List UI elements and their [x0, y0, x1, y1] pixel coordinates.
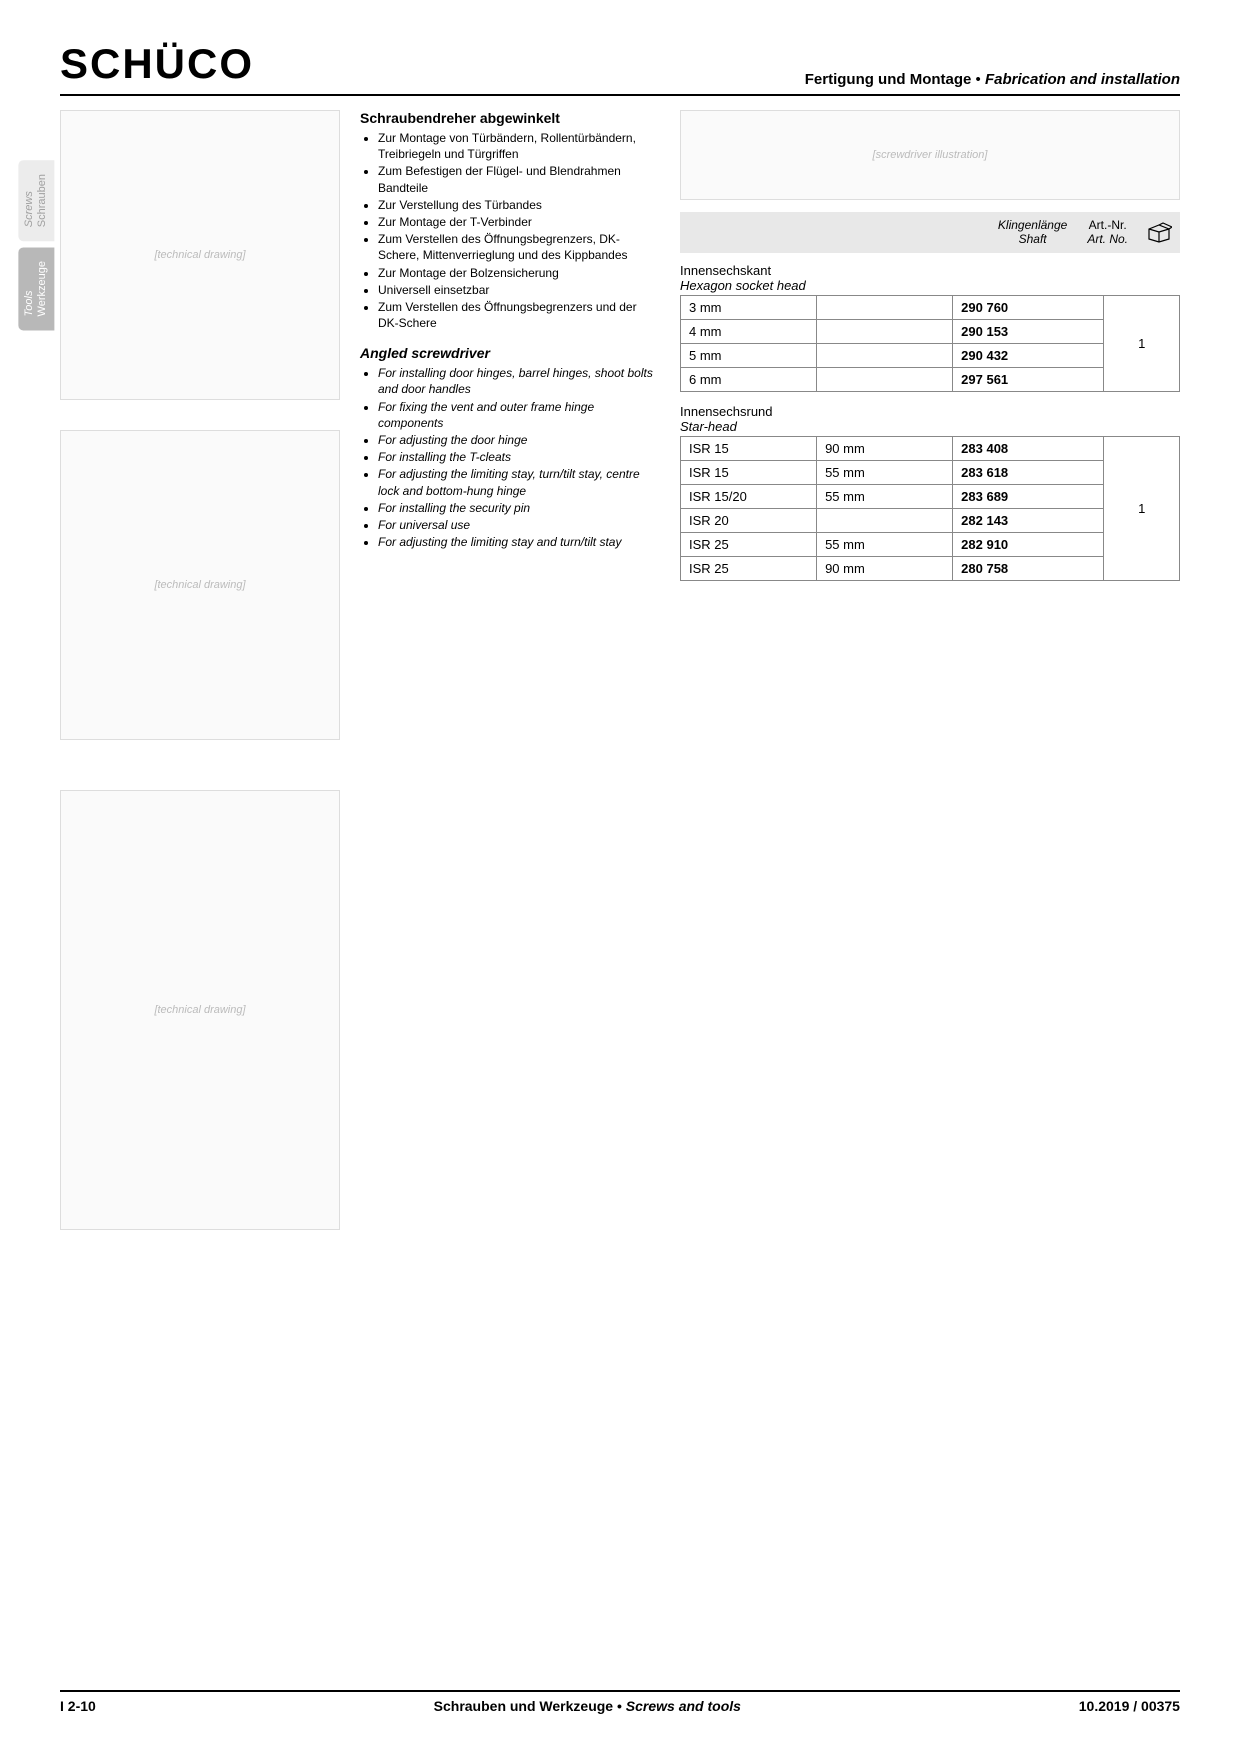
cell-artno: 283 618 [953, 460, 1104, 484]
cell-shaft [817, 295, 953, 319]
tables-column: [screwdriver illustration] Klingenlänge … [680, 110, 1180, 1230]
bullet-item: For installing door hinges, barrel hinge… [378, 365, 660, 397]
table-column-headers: Klingenlänge Shaft Art.-Nr. Art. No. [680, 212, 1180, 253]
cell-size: ISR 20 [681, 508, 817, 532]
bullet-item: Universell einsetzbar [378, 282, 660, 298]
cell-qty: 1 [1104, 436, 1180, 580]
cell-size: 5 mm [681, 343, 817, 367]
cell-shaft: 90 mm [817, 556, 953, 580]
illustrations-column: [technical drawing] [technical drawing] … [60, 110, 340, 1230]
cell-artno: 290 432 [953, 343, 1104, 367]
col-art-en: Art. No. [1087, 232, 1128, 246]
cell-artno: 280 758 [953, 556, 1104, 580]
cell-size: 3 mm [681, 295, 817, 319]
bullet-item: For installing the security pin [378, 500, 660, 516]
cell-artno: 283 689 [953, 484, 1104, 508]
page-footer: I 2-10 Schrauben und Werkzeuge • Screws … [60, 1690, 1180, 1714]
footer-en: Screws and tools [626, 1698, 741, 1714]
subheading-star-de: Innensechsrund [680, 404, 773, 419]
cell-shaft: 55 mm [817, 460, 953, 484]
bullet-item: For installing the T-cleats [378, 449, 660, 465]
cell-shaft [817, 319, 953, 343]
subheading-star-en: Star-head [680, 419, 1180, 434]
bullets-en: For installing door hinges, barrel hinge… [360, 365, 660, 550]
footer-date-ref: 10.2019 / 00375 [1079, 1698, 1180, 1714]
cell-shaft [817, 508, 953, 532]
cell-shaft: 55 mm [817, 532, 953, 556]
table-row: 3 mm290 7601 [681, 295, 1180, 319]
bullet-item: Zur Montage von Türbändern, Rollentürbän… [378, 130, 660, 162]
table-hex: 3 mm 290 7601 4 mm 290 153 5 mm 290 432 6 mm 29… [680, 295, 1180, 392]
subheading-hex-en: Hexagon socket head [680, 278, 1180, 293]
header-de: Fertigung und Montage [805, 71, 972, 88]
bullet-item: For adjusting the limiting stay, turn/ti… [378, 466, 660, 498]
col-shaft-en: Shaft [998, 232, 1067, 246]
cell-shaft: 90 mm [817, 436, 953, 460]
cell-size: ISR 25 [681, 556, 817, 580]
cell-artno: 290 760 [953, 295, 1104, 319]
tab-screws-de: Schrauben [36, 174, 48, 227]
col-shaft: Klingenlänge Shaft [988, 218, 1077, 247]
footer-de: Schrauben und Werkzeuge [434, 1698, 613, 1714]
bullet-item: For adjusting the limiting stay and turn… [378, 534, 660, 550]
bullet-item: Zur Verstellung des Türbandes [378, 197, 660, 213]
subheading-hex: Innensechskant Hexagon socket head [680, 263, 1180, 293]
title-de: Schraubendreher abgewinkelt [360, 110, 660, 126]
col-artno: Art.-Nr. Art. No. [1077, 218, 1138, 247]
bullet-item: Zum Verstellen des Öffnungsbegrenzers, D… [378, 231, 660, 263]
cell-size: 4 mm [681, 319, 817, 343]
header-sep: • [971, 71, 985, 88]
side-tabs: Screws Schrauben Tools Werkzeuge [18, 160, 54, 331]
tab-tools-en: Tools [23, 261, 36, 316]
cell-size: ISR 25 [681, 532, 817, 556]
logo: SCHÜCO [60, 40, 254, 88]
cell-artno: 297 561 [953, 367, 1104, 391]
tab-screws[interactable]: Screws Schrauben [18, 160, 54, 241]
bullet-item: Zum Befestigen der Flügel- und Blendrahm… [378, 163, 660, 195]
title-en: Angled screwdriver [360, 345, 660, 361]
footer-section-title: Schrauben und Werkzeuge • Screws and too… [434, 1698, 741, 1714]
subheading-star: Innensechsrund Star-head [680, 404, 1180, 434]
cell-artno: 282 910 [953, 532, 1104, 556]
tab-tools[interactable]: Tools Werkzeuge [18, 247, 54, 330]
cell-size: 6 mm [681, 367, 817, 391]
footer-sep: • [613, 1698, 626, 1714]
bullet-item: Zum Verstellen des Öffnungsbegrenzers un… [378, 299, 660, 331]
cell-shaft [817, 343, 953, 367]
col-art-de: Art.-Nr. [1089, 218, 1127, 232]
table-row: ISR 1590 mm283 4081 [681, 436, 1180, 460]
header-breadcrumb: Fertigung und Montage • Fabrication and … [805, 71, 1180, 88]
bullet-item: Zur Montage der Bolzensicherung [378, 265, 660, 281]
header-en: Fabrication and installation [985, 71, 1180, 88]
diagram-2: [technical drawing] [60, 430, 340, 740]
cell-shaft: 55 mm [817, 484, 953, 508]
diagram-1: [technical drawing] [60, 110, 340, 400]
bullets-de: Zur Montage von Türbändern, Rollentürbän… [360, 130, 660, 331]
tab-screws-en: Screws [23, 174, 36, 227]
cell-size: ISR 15 [681, 436, 817, 460]
page-header: SCHÜCO Fertigung und Montage • Fabricati… [60, 40, 1180, 96]
cell-qty: 1 [1104, 295, 1180, 391]
diagram-3: [technical drawing] [60, 790, 340, 1230]
footer-page-number: I 2-10 [60, 1698, 96, 1714]
package-icon [1146, 221, 1172, 243]
cell-artno: 290 153 [953, 319, 1104, 343]
cell-artno: 282 143 [953, 508, 1104, 532]
tab-tools-de: Werkzeuge [36, 261, 48, 316]
bullet-item: For universal use [378, 517, 660, 533]
subheading-hex-de: Innensechskant [680, 263, 771, 278]
bullet-item: For fixing the vent and outer frame hing… [378, 399, 660, 431]
description-column: Schraubendreher abgewinkelt Zur Montage … [360, 110, 660, 1230]
cell-size: ISR 15 [681, 460, 817, 484]
table-star: ISR 1590 mm283 4081ISR 1555 mm283 618ISR… [680, 436, 1180, 581]
cell-size: ISR 15/20 [681, 484, 817, 508]
bullet-item: Zur Montage der T-Verbinder [378, 214, 660, 230]
cell-shaft [817, 367, 953, 391]
product-illustration: [screwdriver illustration] [680, 110, 1180, 200]
cell-artno: 283 408 [953, 436, 1104, 460]
bullet-item: For adjusting the door hinge [378, 432, 660, 448]
col-shaft-de: Klingenlänge [998, 218, 1067, 232]
